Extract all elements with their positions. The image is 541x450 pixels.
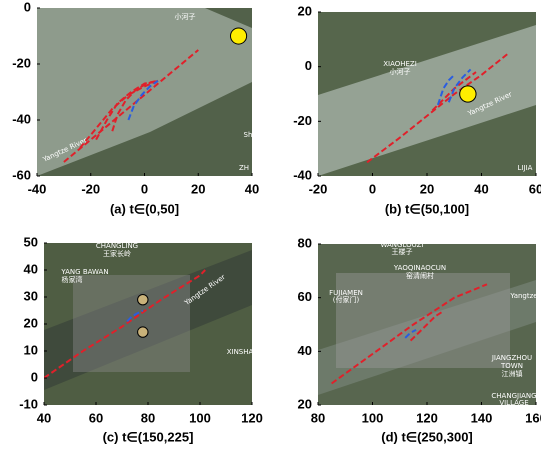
- map-label: 王楼子: [392, 247, 413, 256]
- x-tick-label: 40: [37, 410, 51, 425]
- obstacle: [138, 327, 148, 337]
- map-label: 王家长岭: [103, 249, 131, 258]
- caption: (b) t∈(50,100]: [385, 201, 469, 216]
- x-tick-label: 0: [141, 181, 148, 196]
- y-tick-label: 50: [24, 234, 38, 249]
- y-tick-label: 10: [24, 342, 38, 357]
- x-tick-label: 140: [471, 410, 493, 425]
- caption: (a) t∈(0,50]: [110, 201, 179, 216]
- caption: (d) t∈(250,300]: [381, 429, 473, 444]
- map-label: ZH: [239, 164, 249, 172]
- x-tick-label: 20: [191, 181, 205, 196]
- y-tick-label: -20: [12, 55, 31, 70]
- map-label: 江洲镇: [502, 369, 523, 378]
- y-tick-label: -10: [19, 396, 38, 411]
- map-label: 小河子: [390, 67, 411, 76]
- map-label: TOWN: [500, 362, 523, 370]
- map-label: YANG BAWAN: [60, 268, 108, 276]
- map-label: Yangtze: [509, 292, 537, 300]
- x-tick-label: -20: [309, 181, 328, 196]
- y-tick-label: 60: [298, 289, 312, 304]
- x-tick-label: -20: [81, 181, 100, 196]
- x-tick-label: 120: [416, 410, 438, 425]
- obstacle: [460, 86, 476, 102]
- x-tick-label: 120: [241, 410, 263, 425]
- map-label: 窑清闹村: [406, 271, 434, 280]
- map-label: YAOQINAOCUN: [393, 264, 446, 272]
- y-tick-label: -40: [293, 167, 312, 182]
- y-tick-label: 80: [298, 235, 312, 250]
- map-label: XINSHA: [227, 348, 254, 356]
- x-tick-label: 80: [311, 410, 325, 425]
- y-tick-label: 0: [305, 58, 312, 73]
- x-tick-label: 40: [474, 181, 488, 196]
- x-tick-label: 100: [362, 410, 384, 425]
- y-tick-label: 0: [24, 0, 31, 14]
- x-tick-label: 0: [369, 181, 376, 196]
- map-label: CHANGLING: [96, 242, 138, 250]
- obstacle: [138, 295, 148, 305]
- x-tick-label: 100: [189, 410, 211, 425]
- map-label: 小河子: [175, 12, 196, 21]
- y-tick-label: -20: [293, 113, 312, 128]
- y-tick-label: 40: [298, 343, 312, 358]
- map-label: (付家门): [333, 295, 360, 304]
- y-tick-label: 0: [31, 369, 38, 384]
- x-tick-label: 20: [420, 181, 434, 196]
- map-label: LIJIA: [518, 164, 533, 172]
- y-tick-label: 20: [298, 396, 312, 411]
- x-tick-label: 60: [529, 181, 541, 196]
- obstacle: [231, 28, 247, 44]
- y-tick-label: -60: [12, 167, 31, 182]
- y-tick-label: 30: [24, 288, 38, 303]
- x-tick-label: 40: [245, 181, 259, 196]
- caption: (c) t∈(150,225]: [103, 429, 194, 444]
- y-tick-label: -40: [12, 111, 31, 126]
- map-label: Sh: [244, 131, 253, 139]
- figure: 小河子Yangtze RiverZHSh-40-2002040-60-40-20…: [0, 0, 541, 450]
- y-tick-label: 20: [24, 315, 38, 330]
- x-tick-label: -40: [28, 181, 47, 196]
- map-label: XIAOHEZI: [383, 60, 417, 68]
- x-tick-label: 60: [89, 410, 103, 425]
- map-label: 杨家湾: [62, 275, 83, 284]
- x-tick-label: 80: [141, 410, 155, 425]
- y-tick-label: 20: [298, 3, 312, 18]
- map-label: JIANGZHOU: [491, 354, 532, 362]
- y-tick-label: 40: [24, 261, 38, 276]
- x-tick-label: 160: [525, 410, 541, 425]
